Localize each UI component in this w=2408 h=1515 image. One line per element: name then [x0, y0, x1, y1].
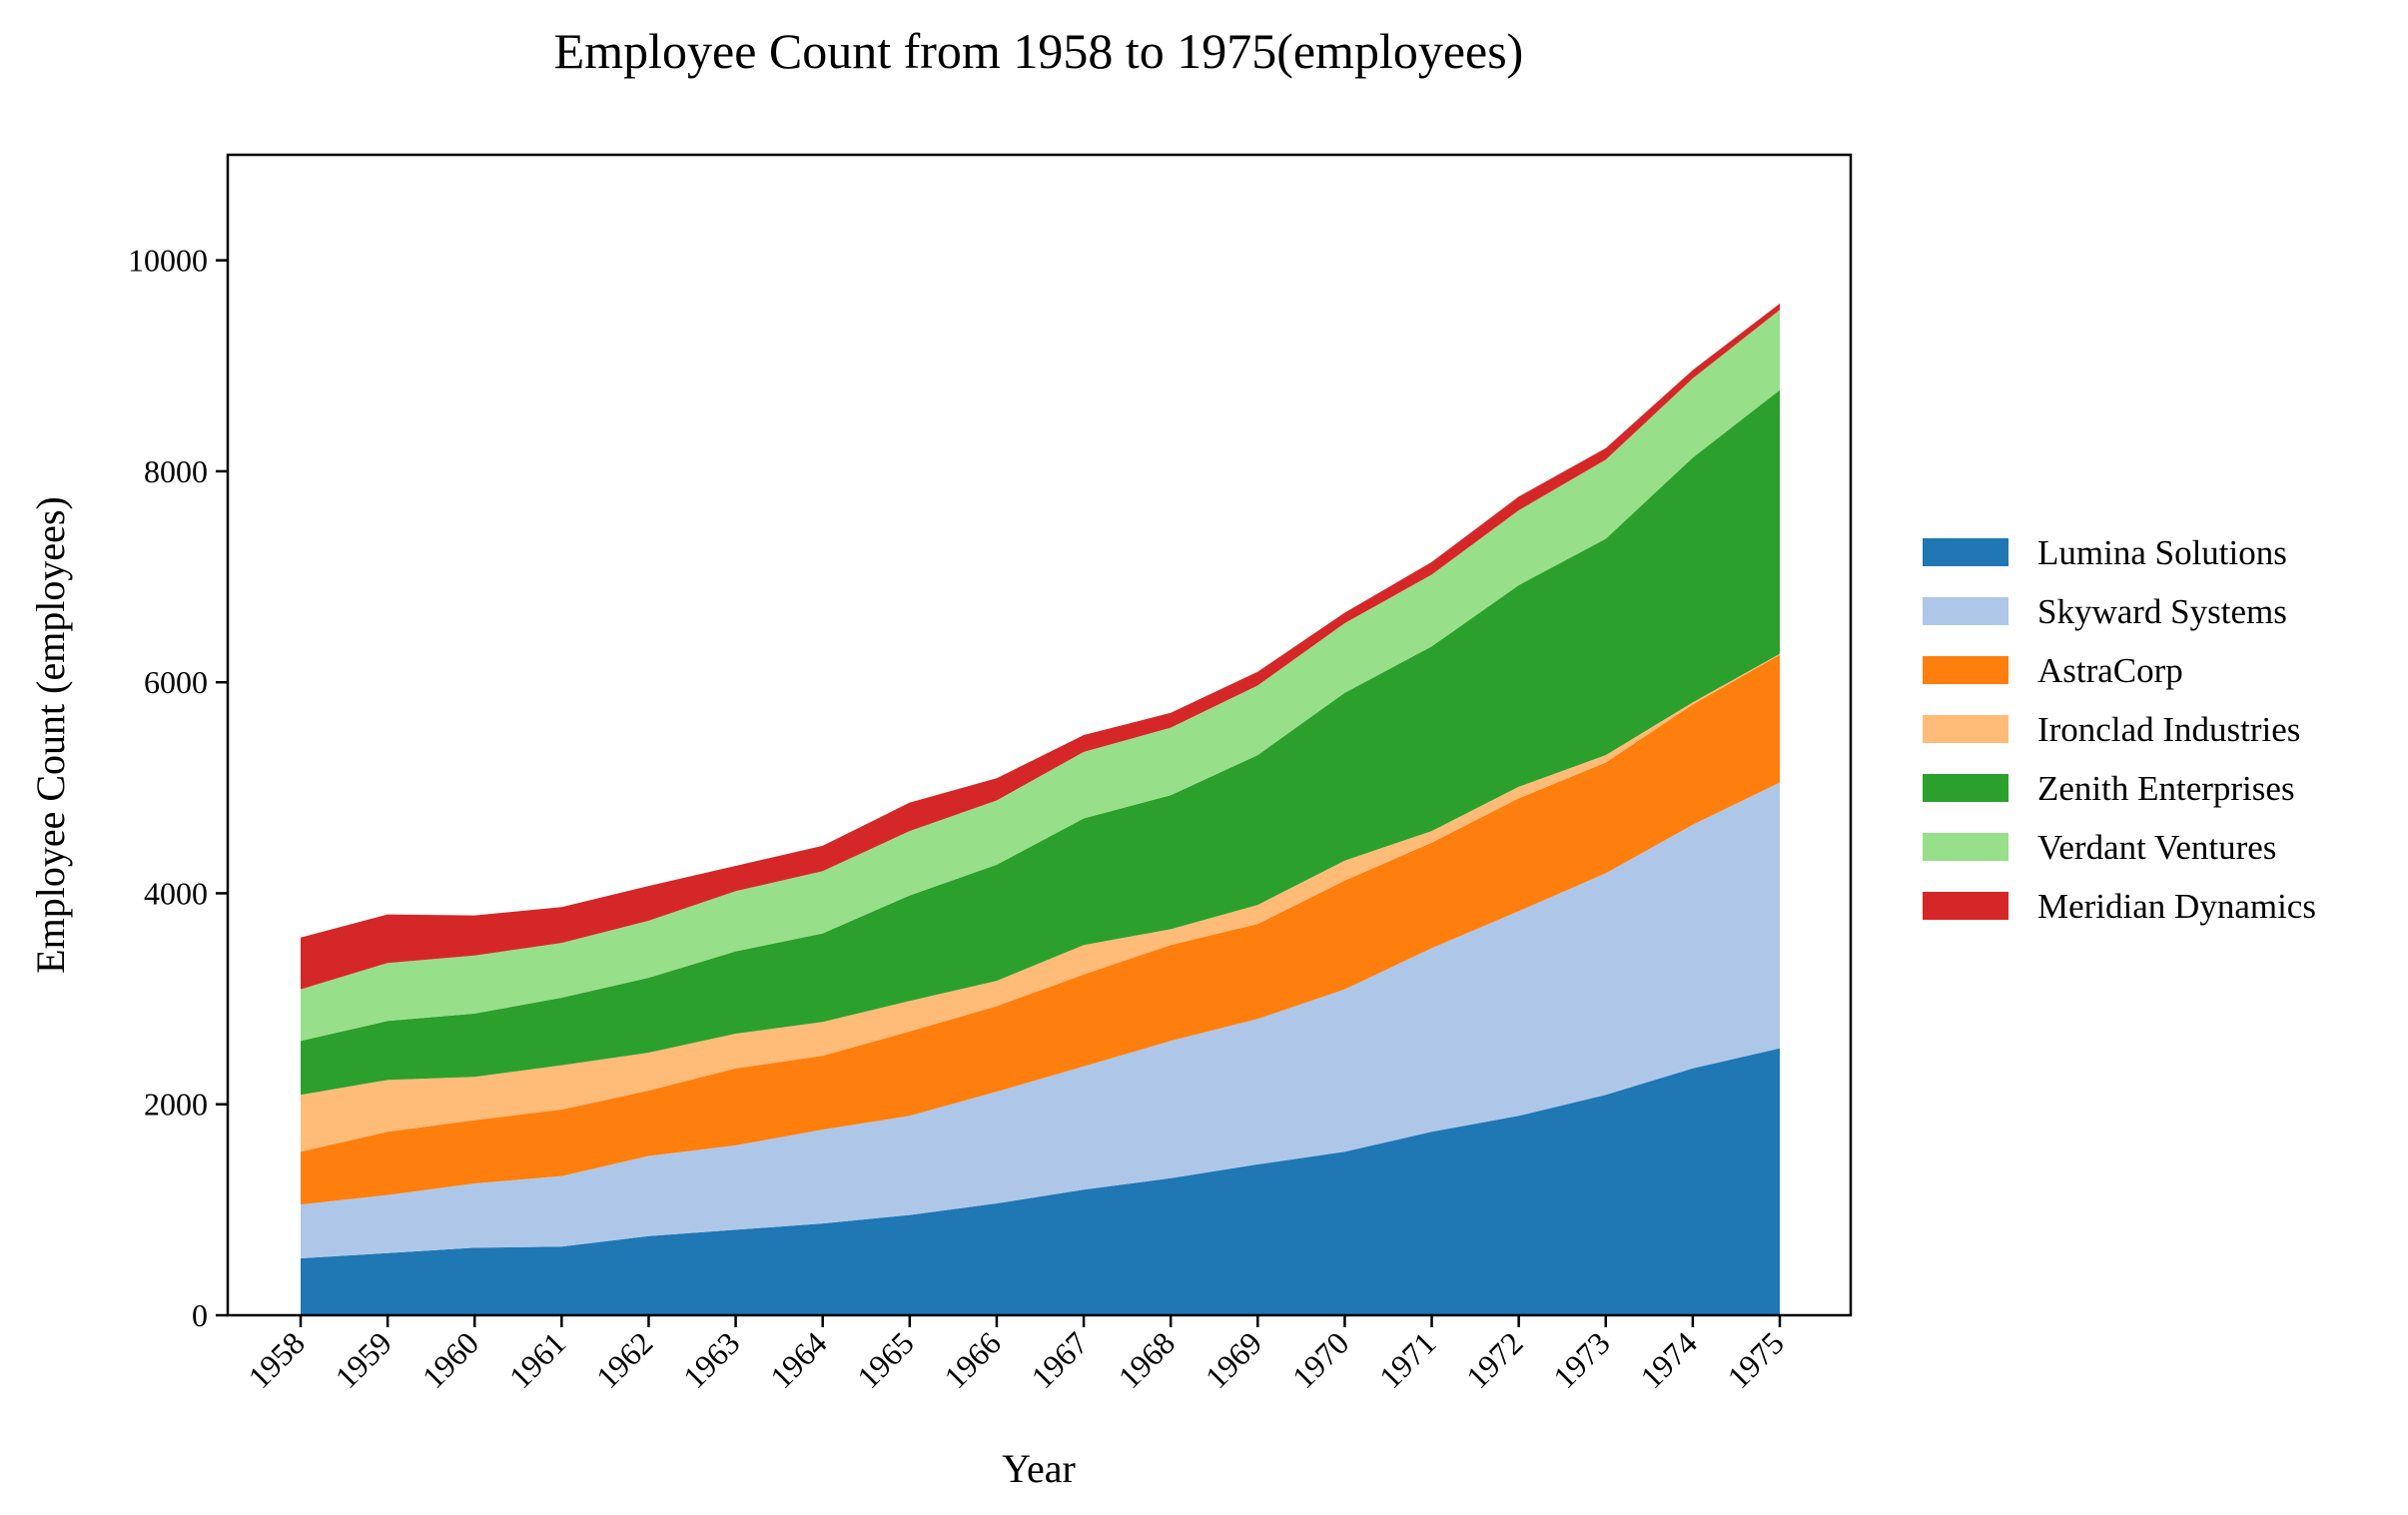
legend-label-skyward-systems: Skyward Systems [2037, 592, 2287, 631]
chart-title: Employee Count from 1958 to 1975(employe… [554, 23, 1524, 79]
area-zenith-enterprises [301, 389, 1780, 1096]
area-series-group [301, 303, 1780, 1315]
legend-label-meridian-dynamics: Meridian Dynamics [2037, 887, 2316, 926]
legend-label-astracorp: AstraCorp [2037, 651, 2183, 690]
x-axis-label: Year [1002, 1446, 1076, 1491]
plot-frame [226, 153, 1853, 1317]
x-tick-label: 1960 [414, 1324, 485, 1395]
x-tick-label: 1975 [1720, 1324, 1791, 1395]
legend-swatch-ironclad-industries [1923, 715, 2008, 743]
x-tick-label: 1970 [1285, 1324, 1356, 1395]
legend-swatch-meridian-dynamics [1923, 892, 2008, 920]
legend-label-zenith-enterprises: Zenith Enterprises [2037, 769, 2295, 808]
legend-swatch-astracorp [1923, 656, 2008, 684]
x-tick-label: 1969 [1199, 1324, 1269, 1395]
y-tick-label: 8000 [144, 453, 208, 489]
x-tick-label: 1966 [937, 1324, 1008, 1395]
x-tick-label: 1962 [589, 1324, 660, 1395]
y-tick-label: 10000 [128, 243, 208, 279]
x-tick-label: 1973 [1546, 1324, 1617, 1395]
y-tick-label: 2000 [144, 1087, 208, 1123]
legend-label-verdant-ventures: Verdant Ventures [2037, 828, 2276, 867]
x-tick-label: 1968 [1111, 1324, 1182, 1395]
x-tick-label: 1972 [1459, 1324, 1530, 1395]
legend-swatch-zenith-enterprises [1923, 774, 2008, 802]
y-tick-label: 0 [192, 1297, 208, 1333]
legend-swatch-lumina-solutions [1923, 538, 2008, 566]
legend-label-lumina-solutions: Lumina Solutions [2037, 533, 2287, 572]
legend-label-ironclad-industries: Ironclad Industries [2037, 710, 2300, 749]
x-tick-label: 1963 [676, 1324, 747, 1395]
y-axis: 0 2000 4000 6000 8000 10000 [128, 243, 228, 1333]
area-skyward-systems [301, 782, 1780, 1258]
legend-swatch-verdant-ventures [1923, 833, 2008, 861]
x-tick-label: 1964 [763, 1324, 834, 1395]
y-tick-label: 4000 [144, 875, 208, 911]
x-tick-label: 1974 [1633, 1324, 1704, 1395]
area-verdant-ventures [301, 310, 1780, 1042]
area-lumina-solutions [301, 1048, 1780, 1315]
x-tick-label: 1961 [502, 1324, 573, 1395]
legend-swatch-skyward-systems [1923, 597, 2008, 625]
area-ironclad-industries [301, 653, 1780, 1152]
x-tick-label: 1959 [328, 1324, 399, 1395]
x-tick-label: 1971 [1372, 1324, 1443, 1395]
x-tick-label: 1958 [241, 1324, 312, 1395]
legend: Lumina Solutions Skyward Systems AstraCorp… [1923, 533, 2316, 926]
y-tick-label: 6000 [144, 664, 208, 700]
x-tick-label: 1967 [1024, 1324, 1095, 1395]
area-astracorp [301, 654, 1780, 1205]
y-axis-label: Employee Count (employees) [28, 496, 73, 974]
x-tick-label: 1965 [850, 1324, 921, 1395]
x-axis: 1958 1959 1960 1961 1962 1963 1964 1965 1966 1967… [241, 1315, 1791, 1395]
area-meridian-dynamics [301, 303, 1780, 990]
